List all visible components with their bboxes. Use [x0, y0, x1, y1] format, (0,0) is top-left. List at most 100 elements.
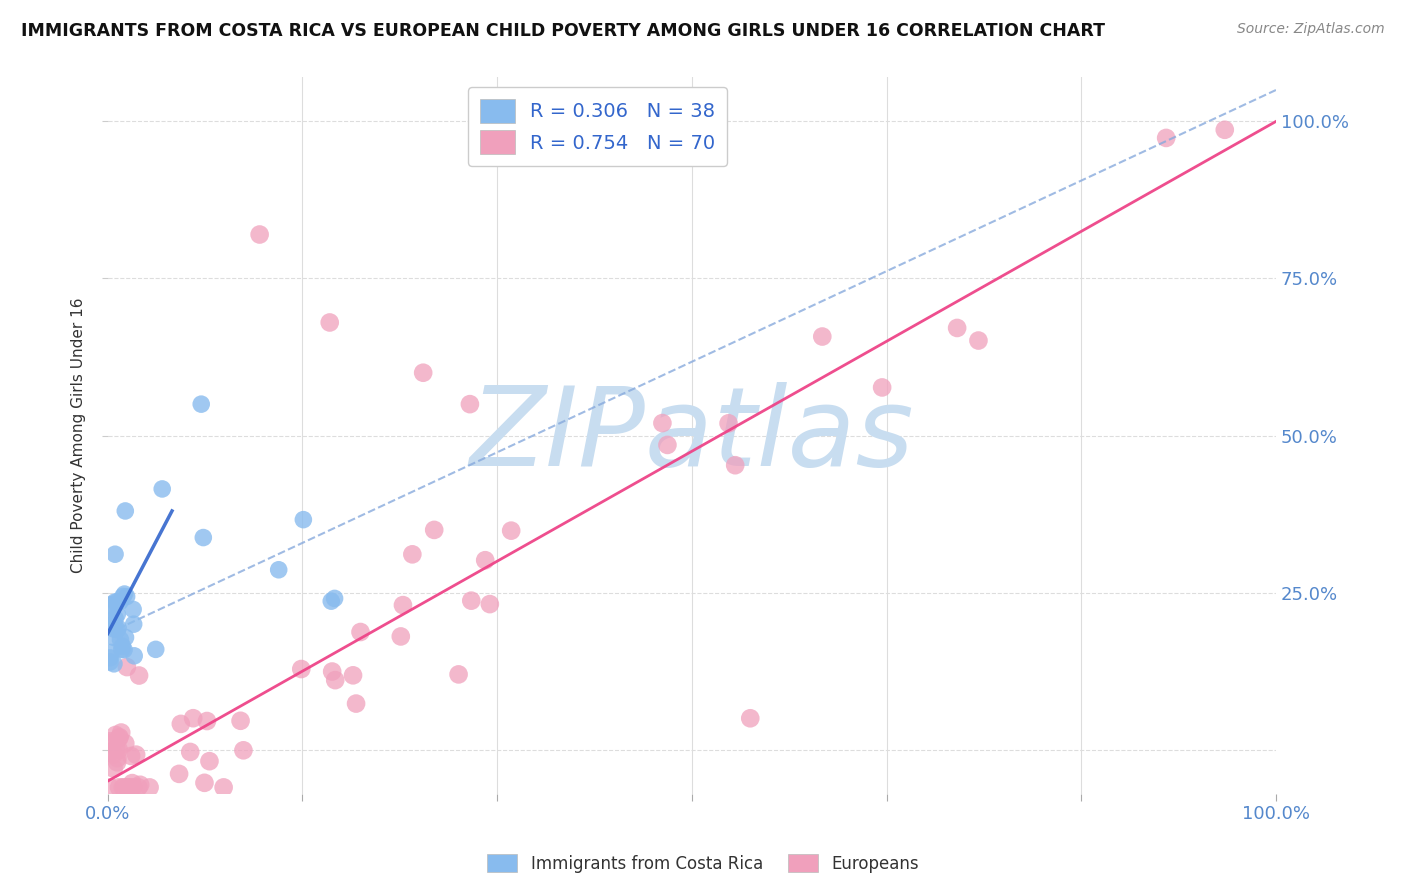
Point: [103, 657, 125, 671]
Legend: R = 0.306   N = 38, R = 0.754   N = 70: R = 0.306 N = 38, R = 0.754 N = 70: [468, 87, 727, 166]
Legend: Immigrants from Costa Rica, Europeans: Immigrants from Costa Rica, Europeans: [481, 847, 925, 880]
Point: [212, 780, 235, 795]
Point: [108, 780, 131, 795]
Point: [344, 697, 367, 711]
Point: [193, 776, 215, 790]
Point: [138, 780, 160, 795]
Point: [389, 630, 412, 644]
Point: [100, 645, 122, 659]
Point: [392, 598, 415, 612]
Point: [128, 668, 150, 682]
Point: [105, 756, 128, 770]
Point: [150, 482, 173, 496]
Point: [170, 717, 193, 731]
Point: [121, 776, 143, 790]
Point: [120, 749, 142, 764]
Text: ZIPatlas: ZIPatlas: [470, 382, 914, 489]
Point: [190, 397, 212, 411]
Point: [103, 747, 125, 762]
Point: [323, 591, 346, 606]
Point: [107, 751, 129, 765]
Point: [105, 595, 128, 609]
Point: [129, 778, 152, 792]
Point: [447, 667, 470, 681]
Point: [110, 725, 132, 739]
Point: [501, 524, 523, 538]
Point: [267, 563, 290, 577]
Point: [111, 639, 134, 653]
Point: [105, 623, 128, 637]
Point: [724, 458, 747, 473]
Point: [717, 417, 740, 431]
Point: [460, 593, 482, 607]
Point: [98, 614, 121, 628]
Point: [342, 668, 364, 682]
Point: [115, 660, 138, 674]
Point: [108, 594, 131, 608]
Point: [127, 780, 149, 795]
Point: [290, 662, 312, 676]
Point: [458, 397, 481, 411]
Y-axis label: Child Poverty Among Girls Under 16: Child Poverty Among Girls Under 16: [72, 298, 86, 574]
Point: [98, 655, 121, 669]
Point: [401, 547, 423, 561]
Point: [1213, 122, 1236, 136]
Point: [232, 743, 254, 757]
Point: [103, 617, 125, 632]
Point: [811, 329, 834, 343]
Text: IMMIGRANTS FROM COSTA RICA VS EUROPEAN CHILD POVERTY AMONG GIRLS UNDER 16 CORREL: IMMIGRANTS FROM COSTA RICA VS EUROPEAN C…: [21, 22, 1105, 40]
Point: [112, 780, 135, 795]
Point: [321, 665, 343, 679]
Point: [114, 631, 136, 645]
Point: [323, 673, 346, 687]
Point: [105, 741, 128, 756]
Point: [112, 642, 135, 657]
Point: [98, 734, 121, 748]
Point: [181, 711, 204, 725]
Point: [319, 316, 342, 330]
Point: [349, 625, 371, 640]
Point: [117, 780, 139, 795]
Point: [107, 621, 129, 635]
Point: [967, 334, 990, 348]
Point: [870, 380, 893, 394]
Point: [145, 642, 167, 657]
Point: [229, 714, 252, 728]
Point: [107, 743, 129, 757]
Point: [321, 594, 343, 608]
Text: Source: ZipAtlas.com: Source: ZipAtlas.com: [1237, 22, 1385, 37]
Point: [125, 747, 148, 762]
Point: [104, 728, 127, 742]
Point: [111, 590, 134, 604]
Point: [249, 227, 271, 242]
Point: [179, 745, 201, 759]
Point: [1154, 131, 1177, 145]
Point: [292, 513, 315, 527]
Point: [946, 321, 969, 335]
Point: [103, 631, 125, 645]
Point: [115, 590, 138, 604]
Point: [104, 547, 127, 561]
Point: [478, 597, 501, 611]
Point: [98, 598, 121, 612]
Point: [114, 736, 136, 750]
Point: [412, 366, 434, 380]
Point: [98, 780, 121, 795]
Point: [114, 504, 136, 518]
Point: [103, 622, 125, 636]
Point: [423, 523, 446, 537]
Point: [122, 617, 145, 632]
Point: [193, 531, 215, 545]
Point: [114, 587, 136, 601]
Point: [121, 780, 143, 795]
Point: [651, 416, 673, 430]
Point: [100, 745, 122, 759]
Point: [101, 598, 124, 612]
Point: [111, 780, 134, 795]
Point: [195, 714, 218, 728]
Point: [198, 754, 221, 768]
Point: [740, 711, 762, 725]
Point: [474, 553, 496, 567]
Point: [98, 651, 121, 665]
Point: [100, 736, 122, 750]
